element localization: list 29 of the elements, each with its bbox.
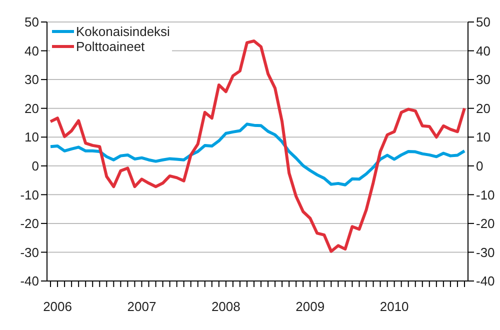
y2-tick-label: -40 — [476, 274, 495, 289]
y-tick-label: -30 — [20, 244, 39, 260]
y2-tick-label: -10 — [476, 187, 495, 202]
y2-tick-label: 20 — [476, 100, 490, 116]
y2-tick-label: -20 — [476, 216, 495, 232]
legend-label: Kokonaisindeksi — [76, 24, 170, 39]
y2-tick-label: 50 — [476, 14, 490, 30]
y2-tick-label: 40 — [476, 43, 490, 58]
x-tick-label: 2010 — [380, 299, 409, 314]
legend-label: Polttoaineet — [76, 39, 145, 54]
y-tick-label: -20 — [20, 216, 39, 232]
y2-tick-label: -30 — [476, 244, 495, 260]
x-tick-label: 2008 — [211, 299, 240, 314]
y2-tick-label: 30 — [476, 72, 490, 88]
line-series — [49, 122, 466, 186]
y-tick-label: 40 — [24, 43, 39, 58]
x-tick-label: 2006 — [43, 299, 72, 314]
y2-tick-label: 10 — [476, 130, 490, 145]
x-tick-label: 2007 — [127, 299, 156, 314]
y2-tick-label: 0 — [476, 158, 484, 174]
x-tick-label: 2009 — [296, 299, 325, 314]
y-tick-label: 10 — [24, 130, 39, 145]
line-series — [49, 39, 466, 253]
y-tick-label: 50 — [24, 14, 39, 30]
y-tick-label: 20 — [24, 100, 39, 116]
y-tick-label: 0 — [32, 158, 39, 174]
y-tick-label: 30 — [24, 72, 39, 88]
y-tick-label: -10 — [20, 187, 39, 202]
y-tick-label: -40 — [20, 274, 39, 289]
